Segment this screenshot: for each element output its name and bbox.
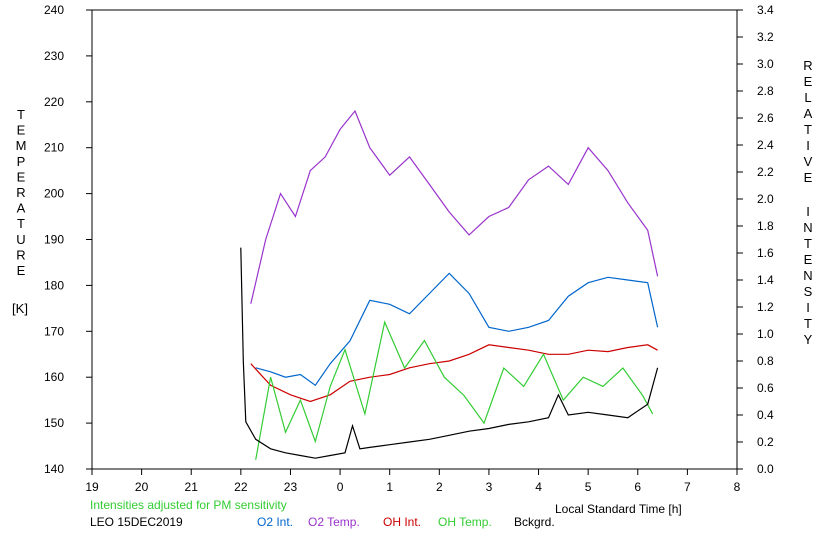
- left-label-letter: E: [17, 263, 26, 278]
- right-tick-label: 0.0: [757, 462, 774, 476]
- series-line-1: [250, 109, 659, 304]
- right-tick-label: 3.4: [757, 3, 774, 17]
- right-axis: 0.0 0.2 0.4 0.6 0.8 1.0 1.2 1.4 1.6 1.8 2.0 2.2 2.4 2…: [737, 3, 774, 476]
- series-lines: [240, 109, 659, 460]
- legend-entry: O2 Temp.: [308, 515, 360, 529]
- right-label-letter: T: [804, 316, 812, 331]
- x-tick-label: 3: [486, 480, 493, 494]
- right-tick-label: 2.4: [757, 138, 774, 152]
- right-label-letter: T: [804, 236, 812, 251]
- legend-entry: O2 Int.: [257, 515, 293, 529]
- left-label-letter: P: [17, 154, 26, 169]
- x-tick-label: 6: [634, 480, 641, 494]
- legend-entry: OH Int.: [383, 515, 421, 529]
- plot-frame: [91, 9, 738, 470]
- right-label-letter: S: [804, 284, 813, 299]
- left-label-letter: T: [17, 216, 25, 231]
- right-tick-label: 1.0: [757, 327, 774, 341]
- right-label-letter: R: [803, 58, 812, 73]
- right-tick-label: 0.4: [757, 408, 774, 422]
- right-label-letter: E: [804, 74, 813, 89]
- series-line-0: [255, 272, 659, 387]
- left-label-letter: E: [17, 169, 26, 184]
- x-tick-label: 5: [585, 480, 592, 494]
- right-tick-label: 2.6: [757, 111, 774, 125]
- right-tick-label: 1.6: [757, 246, 774, 260]
- series-line-2: [250, 344, 658, 403]
- legend-entry: OH Temp.: [438, 515, 492, 529]
- note-text: Intensities adjusted for PM sensitivity: [90, 498, 287, 512]
- right-label-letter: Y: [804, 332, 813, 347]
- plot-border: [91, 9, 738, 470]
- left-label-letter: U: [16, 232, 25, 247]
- left-tick-label: 170: [44, 324, 64, 338]
- x-tick-label: 20: [135, 480, 149, 494]
- x-tick-label: 7: [684, 480, 691, 494]
- right-tick-label: 2.8: [757, 84, 774, 98]
- right-label-letter: L: [804, 90, 811, 105]
- x-tick-label: 21: [185, 480, 199, 494]
- left-axis: 140 150 160 170 180 190 200 210 220 230 240: [44, 3, 92, 476]
- left-tick-label: 190: [44, 233, 64, 247]
- right-tick-label: 1.2: [757, 300, 774, 314]
- right-label-letter: E: [804, 170, 813, 185]
- x-tick-label: 1: [386, 480, 393, 494]
- series-line-4: [240, 247, 659, 459]
- right-tick-label: 2.0: [757, 192, 774, 206]
- right-tick-label: 0.8: [757, 354, 774, 368]
- left-axis-unit: [K]: [12, 301, 28, 316]
- x-tick-label: 23: [284, 480, 298, 494]
- right-label-letter: T: [804, 122, 812, 137]
- right-label-letter: E: [804, 252, 813, 267]
- right-label-letter: I: [806, 204, 810, 219]
- right-label-letter: V: [804, 154, 813, 169]
- x-tick-label: 2: [436, 480, 443, 494]
- left-label-letter: E: [17, 123, 26, 138]
- right-tick-label: 0.6: [757, 381, 774, 395]
- right-tick-label: 3.0: [757, 57, 774, 71]
- left-tick-label: 200: [44, 187, 64, 201]
- legend-entry: Bckgrd.: [514, 515, 555, 529]
- right-tick-label: 3.2: [757, 30, 774, 44]
- right-tick-label: 1.4: [757, 273, 774, 287]
- left-tick-label: 230: [44, 49, 64, 63]
- x-tick-label: 8: [734, 480, 741, 494]
- left-label-letter: A: [17, 201, 26, 216]
- left-label-letter: R: [16, 247, 25, 262]
- right-label-letter: A: [804, 106, 813, 121]
- series-line-3: [255, 320, 654, 460]
- left-tick-label: 160: [44, 370, 64, 384]
- left-tick-label: 150: [44, 416, 64, 430]
- left-tick-label: 240: [44, 3, 64, 17]
- x-axis-label: Local Standard Time [h]: [555, 502, 682, 516]
- left-tick-label: 140: [44, 462, 64, 476]
- right-tick-label: 2.2: [757, 165, 774, 179]
- left-label-letter: M: [16, 138, 27, 153]
- x-tick-label: 0: [337, 480, 344, 494]
- left-tick-label: 220: [44, 95, 64, 109]
- left-tick-label: 180: [44, 278, 64, 292]
- left-label-letter: T: [17, 107, 25, 122]
- x-axis: 19 20 21 22 23 0 1 2 3 4 5 6 7 8: [85, 469, 741, 494]
- right-tick-label: 1.8: [757, 219, 774, 233]
- right-tick-label: 0.2: [757, 435, 774, 449]
- left-label-letter: R: [16, 185, 25, 200]
- right-label-letter: I: [806, 300, 810, 315]
- x-tick-label: 19: [85, 480, 99, 494]
- legend: O2 Int. O2 Temp. OH Int. OH Temp. Bckgrd.: [257, 515, 555, 529]
- left-tick-label: 210: [44, 141, 64, 155]
- right-label-letter: N: [803, 220, 812, 235]
- right-label-letter: I: [806, 138, 810, 153]
- station-label: LEO 15DEC2019: [90, 515, 183, 529]
- x-tick-label: 22: [234, 480, 248, 494]
- right-label-letter: N: [803, 268, 812, 283]
- x-tick-label: 4: [535, 480, 542, 494]
